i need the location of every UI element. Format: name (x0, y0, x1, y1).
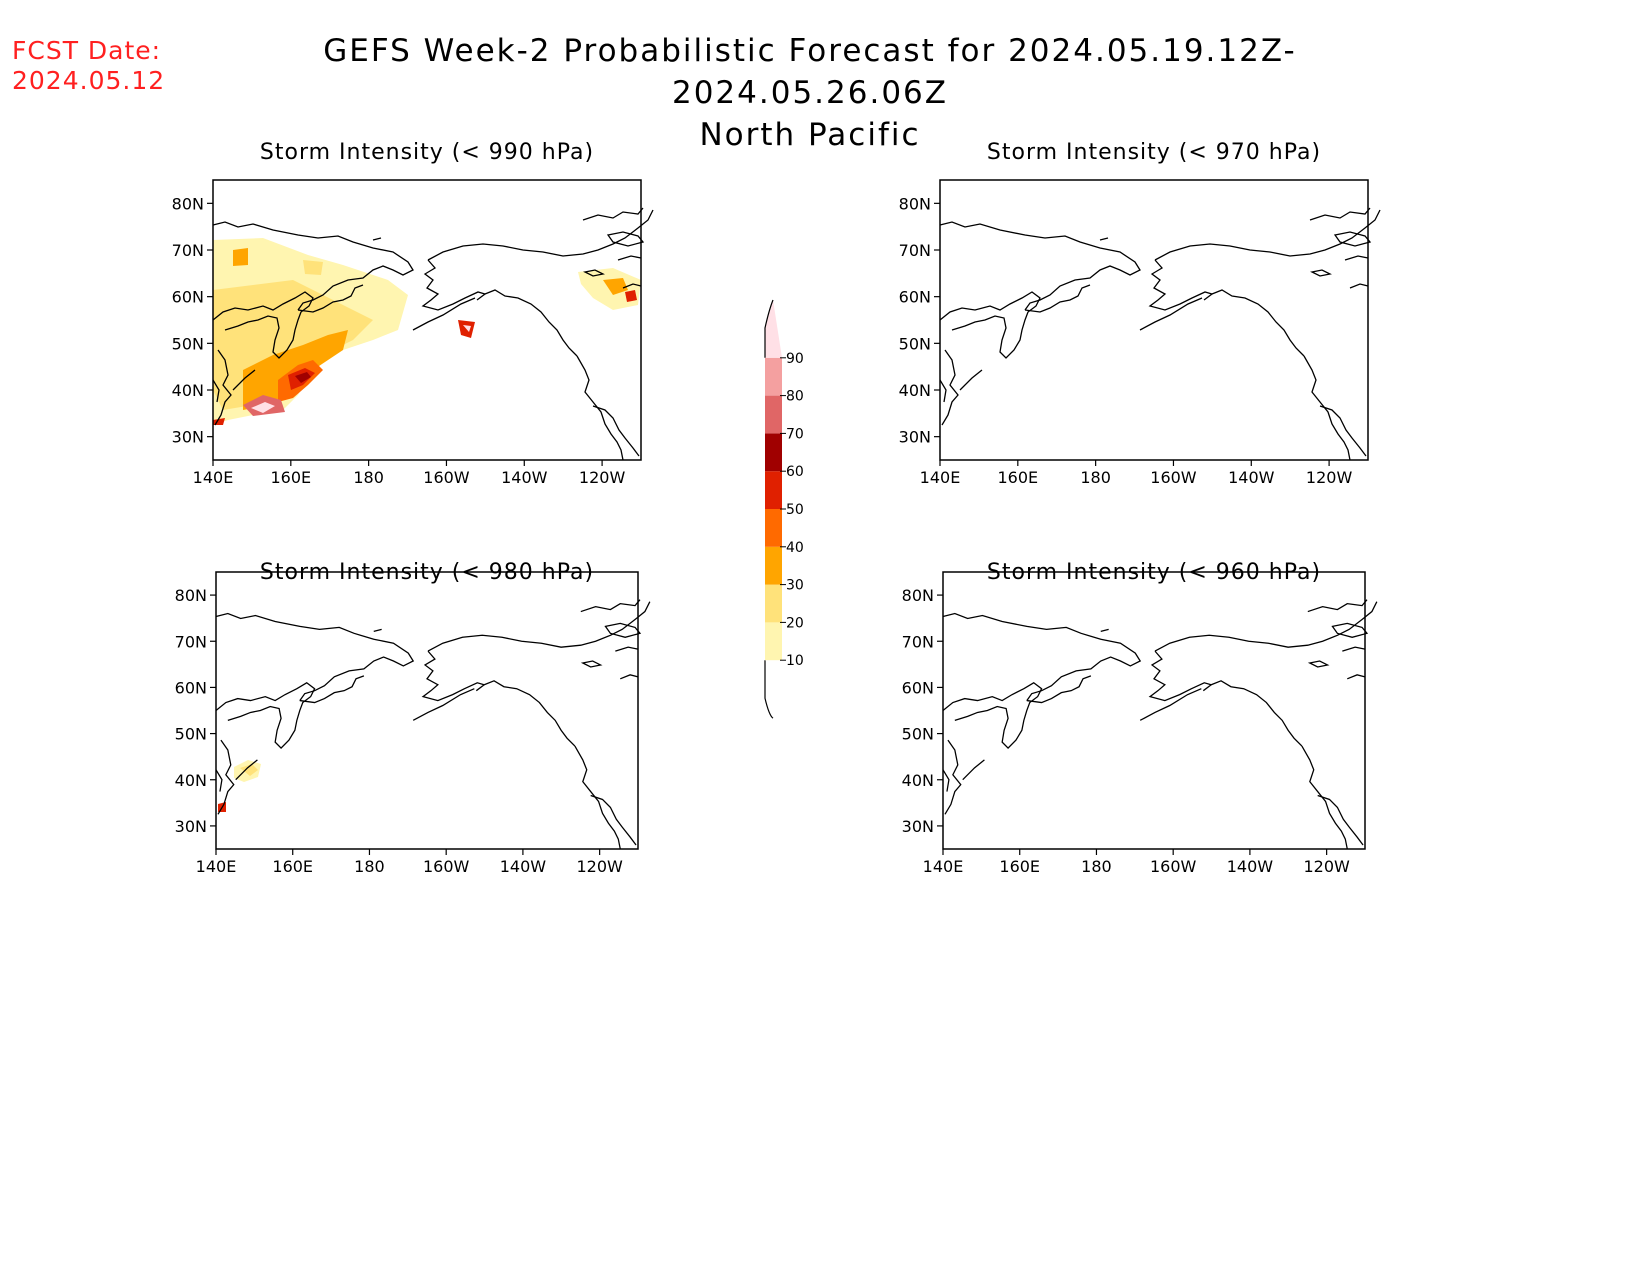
colorbar-label: 90 (786, 351, 804, 367)
forecast-date: FCST Date: 2024.05.12 (12, 36, 165, 96)
lat-tick-label: 60N (175, 678, 207, 697)
colorbar-swatch (765, 584, 782, 623)
lat-tick-label: 40N (899, 381, 931, 400)
colorbar-swatch (765, 471, 782, 509)
lat-tick-label: 40N (902, 771, 934, 790)
lat-tick-label: 60N (172, 288, 204, 307)
colorbar-label: 60 (786, 464, 804, 480)
axis-ticks: 80N 70N 60N 50N 40N 30N 140E 160E 180 160W 140W 120… (175, 586, 623, 876)
lat-tick-label: 60N (899, 288, 931, 307)
axis-ticks: 80N 70N 60N 50N 40N 30N 140E 160E 180 160W 140W 120… (899, 194, 1353, 487)
lon-tick-label: 120W (1306, 468, 1353, 487)
lat-tick-label: 80N (172, 194, 204, 213)
page-title: GEFS Week-2 Probabilistic Forecast for 2… (190, 30, 1430, 156)
map-frame (942, 571, 1366, 850)
axis-ticks: 80N 70N 60N 50N 40N 30N 140E 160E 180 160W 140W 120… (902, 586, 1350, 876)
lon-tick-label: 140W (500, 857, 547, 876)
colorbar-label: 40 (786, 540, 804, 556)
lon-tick-label: 180 (353, 468, 384, 487)
lat-tick-label: 40N (172, 381, 204, 400)
colorbar-upper-wedge (764, 299, 774, 358)
colorbar-label: 50 (786, 502, 804, 518)
title-line-2: North Pacific (699, 117, 921, 153)
lon-tick-label: 140W (1228, 468, 1275, 487)
lat-tick-label: 70N (175, 632, 207, 651)
map-panel-990: 80N 70N 60N 50N 40N 30N 140E 160E 180 160W 140W 120… (172, 179, 654, 487)
colorbar-label: 70 (786, 426, 804, 442)
colorbar-swatch (765, 357, 782, 396)
lon-tick-label: 180 (354, 857, 385, 876)
lat-tick-label: 50N (175, 725, 207, 744)
lat-tick-label: 30N (899, 428, 931, 447)
lat-tick-label: 50N (899, 334, 931, 353)
colorbar-swatch (765, 300, 782, 358)
panel-title-990: Storm Intensity (< 990 hPa) (259, 140, 595, 165)
map-frame (215, 571, 639, 850)
lon-tick-label: 120W (1303, 857, 1350, 876)
lat-tick-label: 60N (902, 678, 934, 697)
lat-tick-label: 80N (902, 586, 934, 605)
lon-tick-label: 160W (1150, 468, 1197, 487)
colorbar-label: 80 (786, 389, 804, 405)
colorbar-label: 20 (786, 615, 804, 631)
lon-tick-label: 160W (1150, 857, 1197, 876)
lat-tick-label: 30N (902, 817, 934, 836)
lon-tick-label: 160W (423, 857, 470, 876)
lon-tick-label: 180 (1080, 468, 1111, 487)
lon-tick-label: 160W (423, 468, 470, 487)
colorbar: 10 20 30 40 50 60 70 80 90 (764, 299, 804, 719)
map-frame (212, 179, 642, 461)
title-line-1: GEFS Week-2 Probabilistic Forecast for 2… (323, 33, 1297, 111)
probability-shading (218, 760, 261, 812)
lon-tick-label: 160E (999, 857, 1040, 876)
colorbar-swatch (765, 546, 782, 585)
panel-title-970: Storm Intensity (< 970 hPa) (986, 140, 1322, 165)
map-panel-970: 80N 70N 60N 50N 40N 30N 140E 160E 180 160W 140W 120… (899, 179, 1381, 487)
colorbar-label: 30 (786, 578, 804, 594)
lon-tick-label: 180 (1081, 857, 1112, 876)
lon-tick-label: 140E (196, 857, 237, 876)
lat-tick-label: 30N (175, 817, 207, 836)
lon-tick-label: 120W (576, 857, 623, 876)
lon-tick-label: 140E (920, 468, 961, 487)
lat-tick-label: 70N (899, 241, 931, 260)
lon-tick-label: 160E (272, 857, 313, 876)
colorbar-swatch (765, 395, 782, 434)
lon-tick-label: 140W (1227, 857, 1274, 876)
colorbar-swatch (765, 622, 782, 661)
lat-tick-label: 40N (175, 771, 207, 790)
lon-tick-label: 160E (997, 468, 1038, 487)
map-panel-980: 80N 70N 60N 50N 40N 30N 140E 160E 180 160W 140W 120… (175, 571, 651, 876)
axis-ticks: 80N 70N 60N 50N 40N 30N 140E 160E 180 160W 140W 120… (172, 194, 626, 487)
lon-tick-label: 160E (270, 468, 311, 487)
colorbar-swatch (765, 433, 782, 472)
map-panel-960: 80N 70N 60N 50N 40N 30N 140E 160E 180 160W 140W 120… (902, 571, 1378, 876)
lon-tick-label: 140E (923, 857, 964, 876)
colorbar-lower-wedge (764, 660, 774, 719)
lat-tick-label: 30N (172, 428, 204, 447)
lat-tick-label: 80N (175, 586, 207, 605)
probability-shading (213, 238, 641, 425)
map-frame (939, 179, 1369, 461)
colorbar-label: 10 (786, 653, 804, 669)
lat-tick-label: 50N (902, 725, 934, 744)
lat-tick-label: 50N (172, 334, 204, 353)
lon-tick-label: 140E (193, 468, 234, 487)
lon-tick-label: 120W (579, 468, 626, 487)
lat-tick-label: 70N (172, 241, 204, 260)
colorbar-swatch (765, 509, 782, 547)
lon-tick-label: 140W (501, 468, 548, 487)
lat-tick-label: 80N (899, 194, 931, 213)
forecast-date-label: FCST Date: (12, 36, 162, 65)
lat-tick-label: 70N (902, 632, 934, 651)
forecast-date-value: 2024.05.12 (12, 66, 166, 95)
